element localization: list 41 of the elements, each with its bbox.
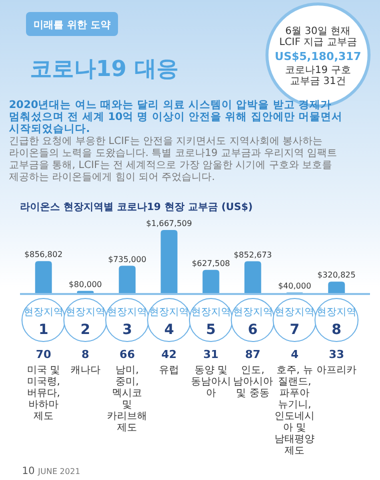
text: 코로나19 구호 교부금 31건 xyxy=(285,65,351,87)
x-tick-label: 현장지역 3 xyxy=(107,307,148,338)
data-label: $627,508 xyxy=(192,258,230,268)
data-label: $735,000 xyxy=(108,254,146,264)
text: 42 xyxy=(161,348,177,361)
text: 코로나19 대응 xyxy=(30,57,178,82)
chart-title: 라이온스 현장지역별 코로나19 현장 교부금 (US$) xyxy=(20,202,253,213)
data-label: $856,802 xyxy=(24,250,63,260)
text: 남미, 중미, 멕시코 및 카리브해 제도 xyxy=(107,365,148,434)
text: 6월 30일 현재 LCIF 지급 교부금 xyxy=(279,26,357,48)
tag-box: 미래를 위한 도약 xyxy=(26,12,118,36)
text: 87 xyxy=(245,348,260,361)
x-tick-label: 현장지역 8 xyxy=(316,307,357,338)
text: 33 xyxy=(328,348,344,361)
x-tick-label: 현장지역 1 xyxy=(23,307,64,338)
text: JUNE 2021 xyxy=(37,467,80,476)
x-tick-label: 현장지역 6 xyxy=(232,307,273,338)
text: 31 xyxy=(203,348,219,361)
text: 긴급한 요청에 부응한 LCIF는 안전을 지키면서도 지역사회에 봉사하는 라이온들의 노력을 도왔습니다. 특별 코로나19 교부금과 우리지역 임팩트 교부금을 통해, LCIF는 전 세계적으로 가장 암울한 시기에 구호와 보호를 제공하는 라이온들에게 힘이 되어 주었습니다. xyxy=(9,136,338,183)
text: 66 xyxy=(120,348,136,361)
x-tick-label: 현장지역 7 xyxy=(274,307,315,338)
text: 아프리카 xyxy=(316,365,357,376)
text: 70 xyxy=(36,348,52,361)
text: 4 xyxy=(290,348,299,361)
data-label: $320,825 xyxy=(317,270,356,280)
x-tick-label: 현장지역 4 xyxy=(149,307,190,338)
data-label: $40,000 xyxy=(278,281,312,290)
x-tick-label: 현장지역 2 xyxy=(65,307,106,338)
data-label: $852,673 xyxy=(234,250,272,260)
text: 인도, 남아시아 및 중동 xyxy=(232,365,273,399)
text: 캐나다 xyxy=(70,365,100,376)
text: 8 xyxy=(82,348,90,361)
text: 미국 및 미국령, 버뮤다, 바하마 제도 xyxy=(26,365,60,422)
x-tick-label: 현장지역 5 xyxy=(190,307,231,338)
data-label: $1,667,509 xyxy=(146,219,192,228)
text: 호주, 뉴질랜드, 파푸아 뉴기니, 인도네시아 및 남태평양 제도 xyxy=(274,365,315,456)
data-label: $80,000 xyxy=(68,280,102,289)
text: US$5,180,317 xyxy=(274,50,362,63)
text: 10 xyxy=(22,466,35,477)
text: 유럽 xyxy=(159,365,180,376)
text: 동양 및 동남아시아 xyxy=(190,365,231,399)
